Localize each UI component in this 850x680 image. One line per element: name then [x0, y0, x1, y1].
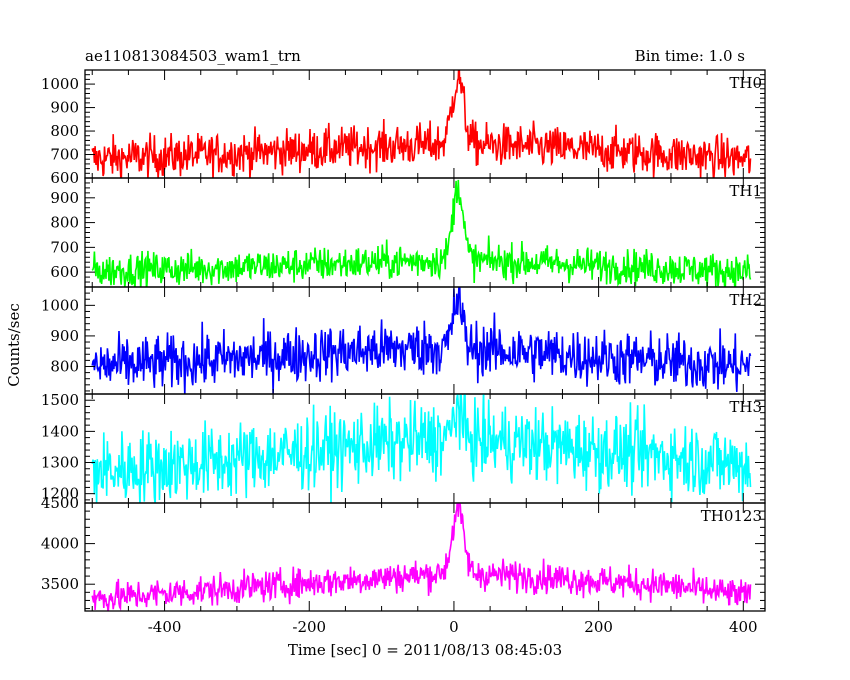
y-tick-label: 1400 — [41, 422, 79, 440]
panel-th3: 1200 1300 1400 1500 TH3 — [41, 391, 766, 504]
bin-time-label: Bin time: 1.0 s — [635, 47, 745, 65]
chart-title: ae110813084503_wam1_trn — [85, 47, 301, 65]
y-tick-label: 900 — [50, 189, 79, 207]
panel-th1: 600 700 800 900 TH1 — [50, 177, 766, 288]
y-tick-label: 1000 — [41, 75, 79, 93]
panel-th0123: 3500 4000 4500 TH0123 — [41, 494, 766, 612]
y-tick-label: 900 — [50, 99, 79, 117]
x-axis-label: Time [sec] 0 = 2011/08/13 08:45:03 — [288, 641, 562, 659]
y-tick-label: 800 — [50, 214, 79, 232]
y-tick-label: 600 — [50, 263, 79, 281]
panel-label-th0123: TH0123 — [701, 507, 762, 525]
panel-th0: 600 700 800 900 1000 TH0 — [41, 69, 766, 187]
panels-group: 600 700 800 900 1000 TH0 600 700 800 900 TH1 800 900… — [41, 69, 766, 612]
panel-label-th3: TH3 — [729, 398, 762, 416]
y-tick-label: 700 — [50, 238, 79, 256]
panel-label-th2: TH2 — [729, 291, 762, 309]
x-axis: -400 -200 0 200 400 — [148, 618, 758, 636]
series-th0-line — [91, 70, 752, 178]
y-tick-label: 800 — [50, 122, 79, 140]
y-tick-label: 600 — [50, 169, 79, 187]
y-tick-label: 700 — [50, 146, 79, 164]
y-tick-label: 900 — [50, 327, 79, 345]
y-tick-label: 3500 — [41, 575, 79, 593]
panel-label-th1: TH1 — [729, 182, 762, 200]
x-tick-label: 0 — [449, 618, 459, 636]
series-th3-line — [91, 394, 752, 503]
series-th0123-line — [91, 503, 752, 611]
y-tick-label: 4500 — [41, 494, 79, 512]
x-tick-label: 200 — [584, 618, 613, 636]
x-tick-label: 400 — [729, 618, 758, 636]
y-tick-label: 1500 — [41, 391, 79, 409]
series-th1-line — [91, 179, 752, 287]
panel-th2: 800 900 1000 TH2 — [41, 286, 766, 395]
y-tick-label: 1200 — [41, 485, 79, 503]
y-tick-label: 4000 — [41, 535, 79, 553]
panel-label-th0: TH0 — [729, 74, 762, 92]
y-axis-label: Counts/sec — [5, 303, 23, 387]
series-th2-line — [91, 287, 752, 394]
panel-frame — [84, 502, 766, 612]
x-tick-label: -200 — [292, 618, 326, 636]
y-tick-label: 1000 — [41, 296, 79, 314]
y-tick-label: 800 — [50, 357, 79, 375]
x-tick-label: -400 — [148, 618, 182, 636]
y-tick-label: 1300 — [41, 454, 79, 472]
